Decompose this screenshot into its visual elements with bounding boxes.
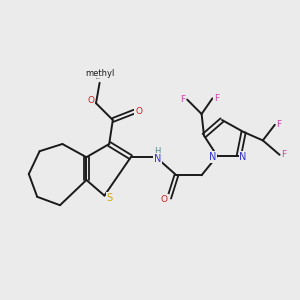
Text: H: H xyxy=(154,147,160,156)
Text: methyl: methyl xyxy=(96,78,101,79)
Text: F: F xyxy=(180,95,185,104)
Text: S: S xyxy=(106,193,113,203)
Text: O: O xyxy=(161,195,168,204)
Text: F: F xyxy=(214,94,219,103)
Text: N: N xyxy=(154,154,161,164)
Text: O: O xyxy=(88,96,95,105)
Text: O: O xyxy=(135,107,142,116)
Text: F: F xyxy=(277,120,282,129)
Text: F: F xyxy=(281,150,286,159)
Text: N: N xyxy=(239,152,247,162)
Text: methyl: methyl xyxy=(85,69,114,78)
Text: N: N xyxy=(209,152,217,162)
